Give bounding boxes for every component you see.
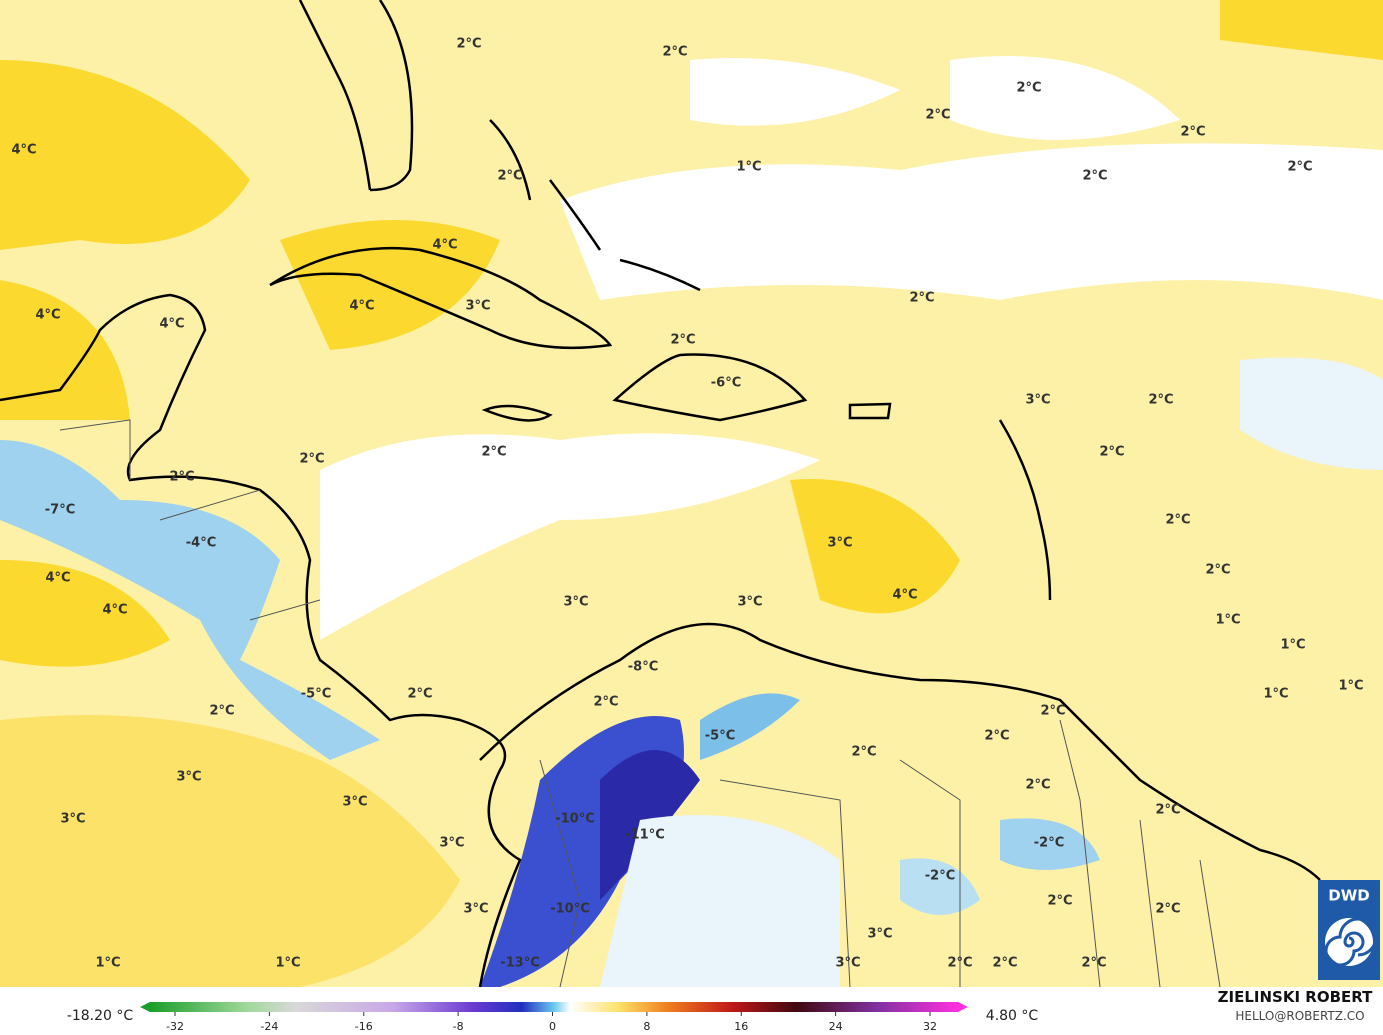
logo-text: DWD: [1328, 887, 1369, 905]
temperature-label: 2°C: [1025, 778, 1050, 793]
temperature-label: 2°C: [497, 169, 522, 184]
colorbar-ticks: -32 -24 -16 -8 0 8 16 24 32: [166, 1012, 937, 1033]
temperature-label: 1°C: [275, 956, 300, 971]
temperature-label: 4°C: [892, 588, 917, 603]
temperature-label: 2°C: [909, 291, 934, 306]
temperature-label: 3°C: [835, 956, 860, 971]
colorbar-tick-label: -32: [166, 1020, 184, 1033]
temperature-label: 2°C: [1040, 704, 1065, 719]
temperature-label: -5°C: [301, 687, 331, 702]
temperature-label: 2°C: [984, 729, 1009, 744]
author: ZIELINSKI ROBERT: [1218, 988, 1373, 1006]
temperature-label: 2°C: [1082, 169, 1107, 184]
temperature-label: 2°C: [662, 45, 687, 60]
temperature-label: -4°C: [186, 536, 216, 551]
temperature-label: 4°C: [102, 603, 127, 618]
colorbar-tick-label: -24: [260, 1020, 278, 1033]
colorbar-tick-label: -16: [355, 1020, 373, 1033]
temperature-label: -10°C: [555, 812, 595, 827]
temperature-label: -10°C: [550, 902, 590, 917]
temperature-label: -7°C: [45, 503, 75, 518]
temperature-label: 2°C: [593, 695, 618, 710]
temperature-label: 2°C: [407, 687, 432, 702]
temperature-label: 3°C: [563, 595, 588, 610]
temperature-label: 2°C: [1155, 902, 1180, 917]
temperature-label: -2°C: [1034, 836, 1064, 851]
colorbar-end: [958, 1002, 968, 1012]
temperature-label: 3°C: [1025, 393, 1050, 408]
email: HELLO@ROBERTZ.CO: [1235, 1009, 1364, 1023]
temperature-label: 4°C: [11, 143, 36, 158]
temperature-label: 4°C: [159, 317, 184, 332]
temperature-label: -5°C: [705, 729, 735, 744]
temperature-label: 2°C: [299, 452, 324, 467]
temperature-label: 4°C: [45, 571, 70, 586]
colorbar: [150, 1002, 958, 1012]
temperature-label: 1°C: [95, 956, 120, 971]
temperature-label: 2°C: [209, 704, 234, 719]
map-background: [0, 0, 1383, 987]
temperature-label: 4°C: [432, 238, 457, 253]
temperature-label: 4°C: [349, 299, 374, 314]
colorbar-tick-label: -8: [453, 1020, 464, 1033]
temperature-label: 2°C: [992, 956, 1017, 971]
dwd-logo: DWD: [1318, 880, 1380, 980]
temperature-label: 1°C: [736, 160, 761, 175]
temperature-label: 2°C: [670, 333, 695, 348]
colorbar-tick-label: 0: [549, 1020, 556, 1033]
temperature-label: 2°C: [1047, 894, 1072, 909]
temperature-label: 3°C: [737, 595, 762, 610]
temperature-label: 2°C: [1287, 160, 1312, 175]
temperature-label: 3°C: [463, 902, 488, 917]
temperature-label: 2°C: [1180, 125, 1205, 140]
temperature-label: 4°C: [35, 308, 60, 323]
temperature-label: -6°C: [711, 376, 741, 391]
temperature-label: 3°C: [867, 927, 892, 942]
temperature-label: 2°C: [1099, 445, 1124, 460]
temperature-label: 2°C: [947, 956, 972, 971]
temperature-label: 2°C: [169, 470, 194, 485]
temperature-label: 3°C: [176, 770, 201, 785]
coastlines: [0, 0, 1321, 988]
temperature-label: -2°C: [925, 869, 955, 884]
temperature-label: 1°C: [1215, 613, 1240, 628]
temperature-label: 1°C: [1338, 679, 1363, 694]
colorbar-max: 4.80 °C: [986, 1008, 1039, 1024]
temperature-label: 1°C: [1263, 687, 1288, 702]
temperature-label: 3°C: [60, 812, 85, 827]
temperature-label: 2°C: [925, 108, 950, 123]
colorbar-tick-label: 32: [923, 1020, 937, 1033]
temperature-label: 2°C: [481, 445, 506, 460]
temperature-label: 2°C: [1165, 513, 1190, 528]
temperature-label: -8°C: [628, 660, 658, 675]
temperature-label: 2°C: [1081, 956, 1106, 971]
colorbar-tick-label: 8: [643, 1020, 650, 1033]
colorbar-tick-label: 24: [829, 1020, 843, 1033]
temperature-label: 3°C: [827, 536, 852, 551]
temperature-label: 3°C: [465, 299, 490, 314]
temperature-label: 3°C: [342, 795, 367, 810]
temperature-label: 2°C: [851, 745, 876, 760]
temperature-label: 3°C: [439, 836, 464, 851]
borders: [59, 419, 1221, 988]
temperature-label: 2°C: [456, 37, 481, 52]
temperature-label: -11°C: [625, 828, 665, 843]
temperature-label: 2°C: [1205, 563, 1230, 578]
temperature-labels: 2°C 2°C 2°C 2°C 2°C 4°C 1°C 2°C 2°C 2°C 4°C 2°C 4°C 3…: [11, 37, 1363, 971]
temperature-label: 1°C: [1280, 638, 1305, 653]
temperature-label: 2°C: [1148, 393, 1173, 408]
temperature-label: -13°C: [500, 956, 540, 971]
colorbar-min: -18.20 °C: [67, 1008, 134, 1024]
colorbar-tick-label: 16: [734, 1020, 748, 1033]
temperature-label: 2°C: [1016, 81, 1041, 96]
colorbar-end: [140, 1002, 150, 1012]
temperature-label: 2°C: [1155, 803, 1180, 818]
